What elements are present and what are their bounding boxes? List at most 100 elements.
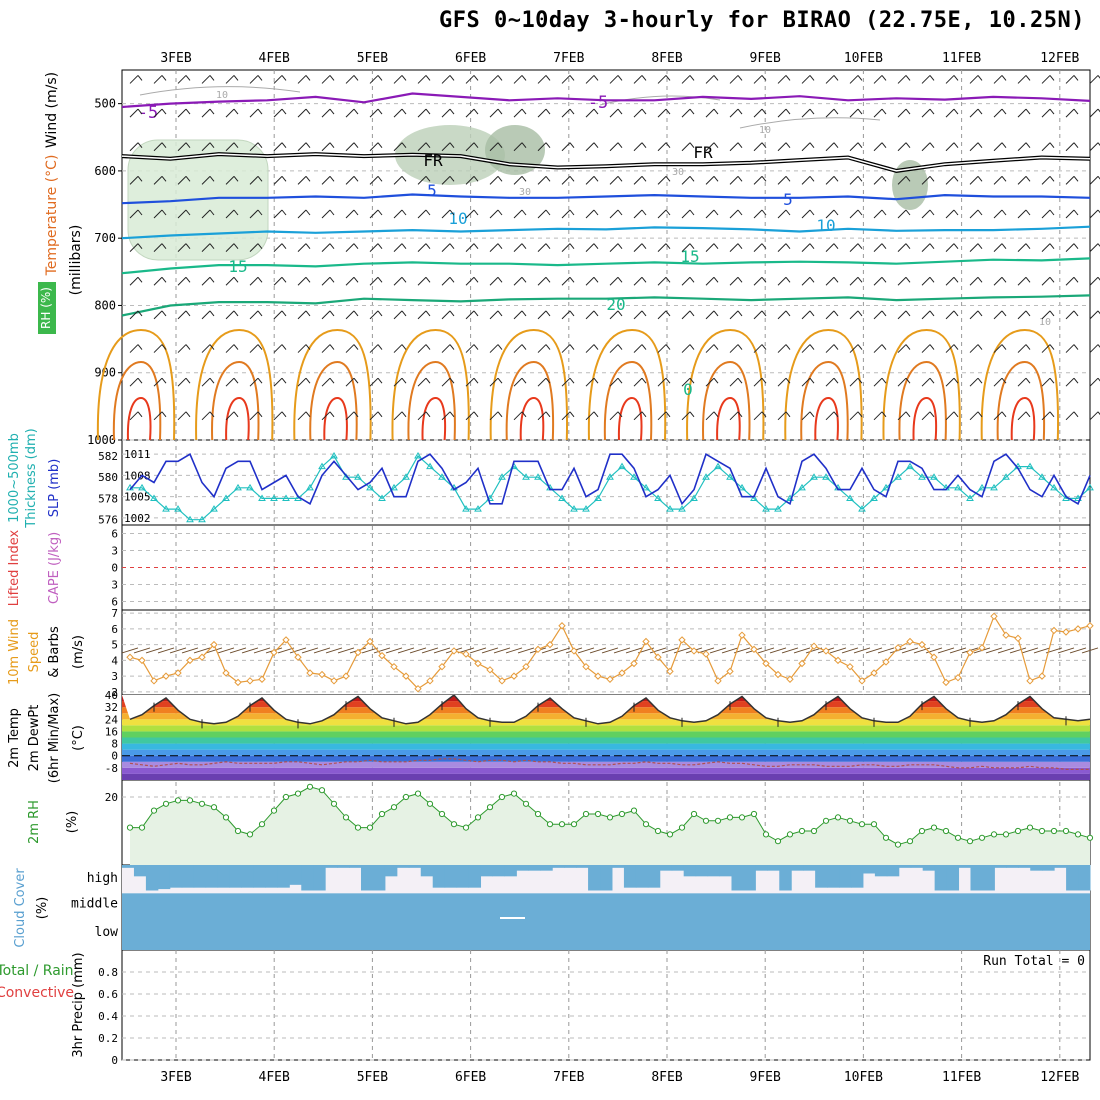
wind-barb [705, 411, 719, 421]
wind-barb [489, 276, 503, 286]
wind-barb [1089, 142, 1100, 152]
wind-barb [921, 344, 935, 353]
wind-barb [369, 209, 383, 219]
label-cloud-cover: Cloud Cover [13, 868, 28, 948]
cloud-high-bar [886, 865, 900, 877]
surface-wind-barb [577, 647, 595, 654]
thickness-point [882, 483, 890, 491]
rh-point [246, 831, 254, 838]
wind-speed-point [606, 675, 614, 683]
thickness-point [174, 505, 182, 512]
wind-barb [153, 142, 167, 152]
cloud-high-bar [791, 865, 804, 871]
temp-color-band [122, 767, 1090, 774]
label-cape: CAPE (J/kg) [47, 532, 62, 604]
rh-point [366, 824, 374, 831]
temp-tick-label: 8 [111, 738, 118, 751]
surface-wind-barb [1009, 647, 1027, 654]
wind-barb [1017, 75, 1031, 84]
wind-barb [1041, 411, 1055, 421]
isotherm-25 [784, 328, 863, 441]
thickness-point [726, 473, 734, 480]
cloud-high-bar [552, 865, 565, 868]
isotherm-25 [980, 328, 1060, 441]
thickness-point [714, 462, 722, 470]
rh-point [714, 817, 722, 824]
wind-barb [609, 176, 623, 185]
li-tick-label: 3 [111, 579, 118, 592]
wind-barb [561, 310, 575, 320]
wind-barb [273, 310, 287, 320]
wind-barb [153, 176, 167, 185]
rh-point [618, 810, 626, 818]
contour-label: 15 [228, 257, 247, 276]
wind-barb [681, 243, 695, 252]
wind-barb [897, 176, 911, 185]
wind-barb [849, 310, 863, 320]
cloud-high-bar [635, 865, 649, 888]
wind-barb [729, 243, 743, 252]
wind-barb [537, 377, 551, 387]
wind-speed-point [702, 650, 710, 658]
wind-barb [561, 276, 575, 286]
lowlevel-temp-contours [882, 328, 961, 441]
wind-barb [465, 142, 479, 152]
rh-legend-box [38, 282, 56, 334]
surface-wind-barb [1081, 647, 1099, 654]
wind-barb [249, 209, 263, 219]
wind-barb [201, 176, 215, 185]
contour-label: 10 [1039, 317, 1051, 328]
wind-barb [681, 310, 695, 320]
wind-barb [225, 411, 239, 421]
wind-barb [681, 75, 695, 84]
isotherm-20 [121, 294, 1091, 317]
cloud-high-bar [850, 865, 864, 888]
wind-barb [537, 142, 551, 152]
surface-wind-barb [985, 647, 1003, 654]
isotherm-25 [293, 328, 372, 441]
thickness-point [774, 505, 782, 512]
rh-point [978, 834, 986, 841]
wind-barb [993, 142, 1007, 152]
wind-speed-point [690, 647, 698, 655]
cloud-high-bar [289, 865, 302, 885]
label-rh-units: (%) [65, 811, 80, 834]
wind-barb [393, 142, 407, 152]
wind-barb [1017, 276, 1031, 286]
isotherm-25 [195, 328, 274, 441]
wind-barb [249, 75, 263, 84]
rh-point [822, 817, 830, 824]
wind-speed-point [342, 672, 350, 680]
wind-barb [729, 344, 743, 353]
wind-barb [969, 108, 983, 118]
wind-barb [393, 108, 407, 118]
wind-speed-point [1062, 628, 1070, 636]
wind-speed-point [594, 672, 602, 680]
wind-speed-point [378, 651, 386, 660]
wind-tick-label: 5 [111, 639, 118, 652]
wind-barb [465, 276, 479, 286]
bottom-date-label: 9FEB [750, 1070, 781, 1085]
precip-tick-label: 0.2 [98, 1032, 118, 1045]
wind-barb [441, 344, 455, 353]
contour-label: 10 [216, 90, 228, 101]
isotherm-5 [121, 193, 1091, 205]
wind-barb [921, 75, 935, 84]
lowlevel-temp-contours [489, 328, 569, 441]
wind-barb [393, 209, 407, 219]
wind-barb [801, 176, 815, 185]
wind-barb [249, 243, 263, 252]
cloud-high-bar [755, 865, 768, 871]
surface-wind-barb [757, 647, 775, 654]
surface-wind-barb [121, 647, 139, 654]
wind-barb [345, 310, 359, 320]
wind-speed-point [186, 656, 194, 665]
wind-speed-point [930, 653, 938, 661]
surface-wind-barb [901, 647, 919, 654]
wind-speed-point [918, 640, 926, 649]
surface-wind-barb [385, 647, 403, 654]
wind-speed-point [246, 677, 254, 685]
thickness-point [762, 505, 770, 512]
wind-barb [201, 411, 215, 421]
wind-barb [897, 344, 911, 353]
